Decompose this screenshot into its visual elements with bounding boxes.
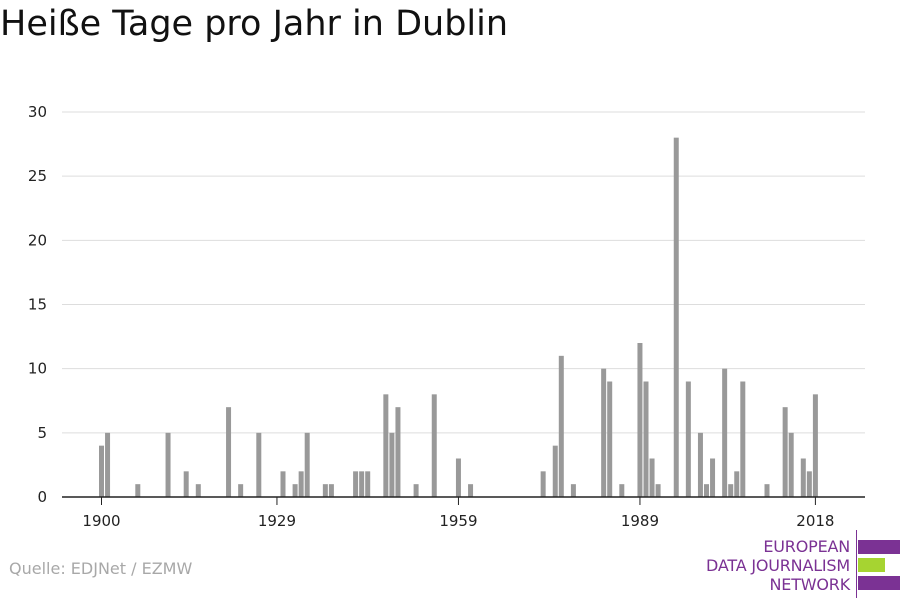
bar-2017 xyxy=(806,471,812,497)
logo-text-data-journalism: DATA JOURNALISM xyxy=(706,556,850,575)
logo-bar-middle xyxy=(858,558,885,572)
y-tick-label-0: 0 xyxy=(37,488,47,506)
bar-2016 xyxy=(800,458,806,497)
bar-1948 xyxy=(389,432,395,497)
bar-2014 xyxy=(788,432,794,497)
bar-1952 xyxy=(413,484,419,497)
bar-1944 xyxy=(365,471,371,497)
x-tick-label-2018: 2018 xyxy=(796,512,834,530)
bar-1991 xyxy=(649,458,655,497)
bar-1986 xyxy=(619,484,625,497)
logo-text-european: EUROPEAN xyxy=(763,537,850,556)
bar-1983 xyxy=(601,368,607,497)
bar-1914 xyxy=(183,471,189,497)
bar-1923 xyxy=(238,484,244,497)
bar-1932 xyxy=(292,484,298,497)
bar-2010 xyxy=(764,484,770,497)
bar-1933 xyxy=(298,471,304,497)
chart-title: Heiße Tage pro Jahr in Dublin xyxy=(0,4,509,44)
edjnet-logo: EUROPEAN DATA JOURNALISM NETWORK xyxy=(700,530,900,600)
bar-1961 xyxy=(468,484,474,497)
bar-1947 xyxy=(383,394,389,497)
y-tick-label-20: 20 xyxy=(28,231,47,249)
bar-1942 xyxy=(353,471,359,497)
bar-1975 xyxy=(552,445,558,497)
x-tick-label-1989: 1989 xyxy=(621,512,659,530)
bar-1959 xyxy=(455,458,461,497)
bar-1906 xyxy=(135,484,141,497)
y-axis-ticks: 0 5 10 15 20 25 30 xyxy=(28,103,47,506)
bar-2000 xyxy=(704,484,709,497)
bar-1900 xyxy=(99,445,104,497)
bar-1911 xyxy=(165,432,171,497)
bar-1984 xyxy=(607,381,613,497)
gridlines xyxy=(62,111,865,434)
bar-1990 xyxy=(643,381,649,497)
x-tick-label-1900: 1900 xyxy=(82,512,120,530)
bar-1997 xyxy=(685,381,691,497)
bar-1916 xyxy=(195,484,201,497)
bar-1989 xyxy=(637,343,643,497)
bar-1995 xyxy=(673,137,679,497)
bar-1938 xyxy=(328,484,334,497)
bar-1921 xyxy=(226,407,232,497)
bar-2018 xyxy=(812,394,818,497)
bar-1992 xyxy=(655,484,661,497)
x-tick-label-1959: 1959 xyxy=(439,512,477,530)
bar-2005 xyxy=(734,471,740,497)
bars xyxy=(99,137,818,497)
bar-1999 xyxy=(697,432,703,497)
y-tick-label-10: 10 xyxy=(28,360,47,378)
y-tick-label-25: 25 xyxy=(28,167,47,185)
bar-1926 xyxy=(256,432,262,497)
bar-1934 xyxy=(304,432,310,497)
bar-1949 xyxy=(395,407,401,497)
bar-2004 xyxy=(728,484,734,497)
y-tick-label-30: 30 xyxy=(28,103,47,121)
logo-divider xyxy=(856,530,857,598)
bar-2001 xyxy=(710,458,716,497)
bar-2013 xyxy=(782,407,788,497)
source-note: Quelle: EDJNet / EZMW xyxy=(9,559,193,578)
bar-1901 xyxy=(105,432,111,497)
bar-1943 xyxy=(359,471,365,497)
bar-1976 xyxy=(558,355,564,497)
bar-1973 xyxy=(540,471,546,497)
bar-1937 xyxy=(322,484,328,497)
bar-2003 xyxy=(722,368,728,497)
x-tick-label-1929: 1929 xyxy=(258,512,296,530)
bar-1955 xyxy=(431,394,437,497)
logo-bar-top xyxy=(858,540,900,554)
logo-text-network: NETWORK xyxy=(769,575,851,594)
bar-2006 xyxy=(740,381,746,497)
logo-bar-bottom xyxy=(858,576,900,590)
x-axis-ticks: 1900 1929 1959 1989 2018 xyxy=(82,497,834,530)
y-tick-label-15: 15 xyxy=(28,296,47,314)
y-tick-label-5: 5 xyxy=(37,424,47,442)
bar-1930 xyxy=(280,471,286,497)
bar-1978 xyxy=(570,484,576,497)
